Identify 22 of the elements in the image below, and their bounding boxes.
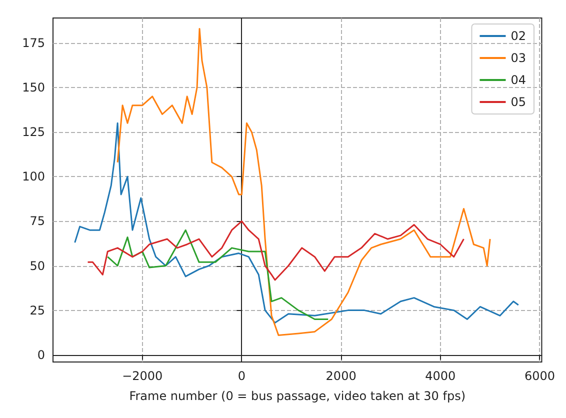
- line-series: [116, 28, 491, 336]
- y-tick-label: 0: [37, 348, 45, 362]
- legend-label: 02: [510, 29, 526, 43]
- y-tick-label: 50: [30, 258, 45, 273]
- y-tick-label: 125: [22, 125, 45, 140]
- legend-label: 05: [510, 95, 526, 109]
- line-series: [74, 122, 520, 324]
- y-tick-label: 25: [30, 303, 45, 318]
- x-tick-label: 2000: [326, 369, 356, 383]
- y-tick-label: 150: [22, 80, 45, 95]
- x-tick-label: 4000: [425, 369, 456, 383]
- legend-label: 04: [510, 73, 526, 87]
- legend-label: 03: [510, 51, 526, 65]
- x-axis-title: Frame number (0 = bus passage, video taken at 30 fps): [129, 389, 466, 403]
- x-tick-label: −2000: [122, 369, 163, 383]
- line-series: [106, 229, 329, 320]
- line-series: [87, 220, 464, 281]
- y-tick-label: 175: [22, 36, 45, 50]
- x-tick-label: 6000: [524, 369, 556, 383]
- y-tick-label: 100: [22, 170, 45, 184]
- y-tick-label: 75: [30, 214, 45, 228]
- x-tick-label: 0: [238, 369, 246, 383]
